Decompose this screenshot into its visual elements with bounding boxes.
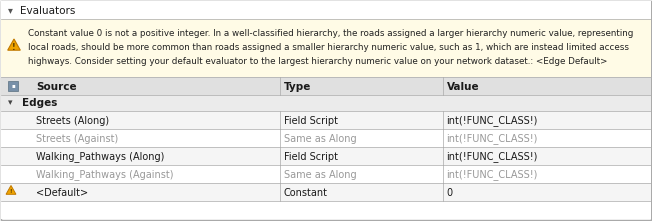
Text: 0: 0 <box>447 187 452 198</box>
Text: Value: Value <box>447 82 479 91</box>
Text: Field Script: Field Script <box>284 152 338 162</box>
Bar <box>1 1 651 19</box>
Text: int(!FUNC_CLASS!): int(!FUNC_CLASS!) <box>447 151 538 162</box>
Text: Walking_Pathways (Along): Walking_Pathways (Along) <box>36 151 164 162</box>
Bar <box>1 165 651 183</box>
Text: <Default>: <Default> <box>36 187 88 198</box>
Text: int(!FUNC_CLASS!): int(!FUNC_CLASS!) <box>447 133 538 144</box>
Text: Streets (Along): Streets (Along) <box>36 116 109 126</box>
Text: int(!FUNC_CLASS!): int(!FUNC_CLASS!) <box>447 169 538 180</box>
Bar <box>1 95 651 111</box>
Bar <box>1 201 651 219</box>
Text: ▾: ▾ <box>8 5 12 15</box>
Bar <box>1 19 651 77</box>
Bar <box>1 183 651 201</box>
Text: Streets (Against): Streets (Against) <box>36 133 118 143</box>
Text: Evaluators: Evaluators <box>20 6 76 15</box>
Bar <box>1 147 651 165</box>
Text: ▾: ▾ <box>8 99 12 107</box>
Polygon shape <box>8 39 20 50</box>
Bar <box>1 77 651 95</box>
Bar <box>1 111 651 129</box>
Text: !: ! <box>12 42 16 51</box>
Text: Same as Along: Same as Along <box>284 133 356 143</box>
Text: Field Script: Field Script <box>284 116 338 126</box>
Text: Constant: Constant <box>284 187 327 198</box>
Text: Constant value 0 is not a positive integer. In a well-classified hierarchy, the : Constant value 0 is not a positive integ… <box>28 29 633 38</box>
Text: local roads, should be more common than roads assigned a smaller hierarchy numer: local roads, should be more common than … <box>28 42 629 51</box>
Text: !: ! <box>10 189 12 194</box>
Polygon shape <box>6 185 16 194</box>
Bar <box>8 81 18 91</box>
Text: Walking_Pathways (Against): Walking_Pathways (Against) <box>36 169 173 180</box>
Text: Source: Source <box>36 82 76 91</box>
Text: Type: Type <box>284 82 311 91</box>
Text: Edges: Edges <box>22 99 57 109</box>
Text: highways. Consider setting your default evaluator to the largest hierarchy numer: highways. Consider setting your default … <box>28 57 608 65</box>
Text: Same as Along: Same as Along <box>284 170 356 179</box>
Text: ▪: ▪ <box>11 84 15 88</box>
Bar <box>1 129 651 147</box>
Text: int(!FUNC_CLASS!): int(!FUNC_CLASS!) <box>447 115 538 126</box>
